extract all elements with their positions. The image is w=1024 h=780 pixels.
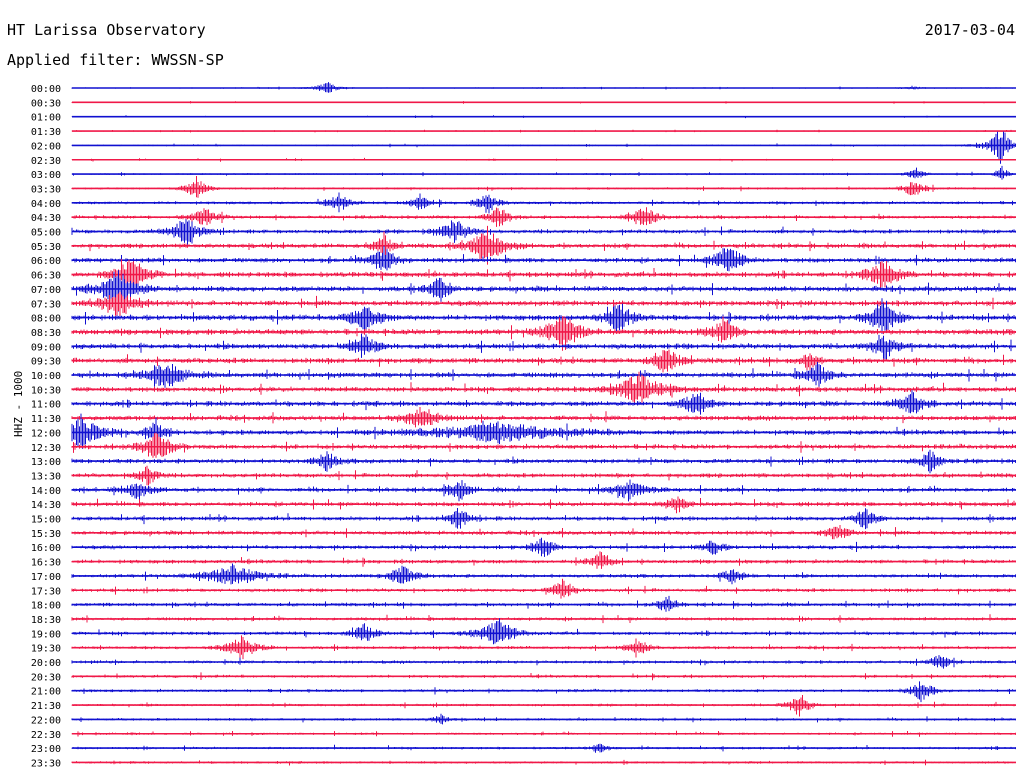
time-label: 02:30	[31, 156, 61, 167]
time-label: 00:00	[31, 84, 61, 95]
trace-row	[71, 563, 1016, 585]
time-label: 15:30	[31, 529, 61, 540]
time-label: 19:00	[31, 629, 61, 640]
time-label: 09:00	[31, 342, 61, 353]
trace-row	[71, 245, 1016, 272]
time-label: 11:30	[31, 414, 61, 425]
time-label: 01:00	[31, 113, 61, 124]
filter-line: Applied filter: WWSSN-SP	[7, 51, 224, 69]
time-label: 05:30	[31, 242, 61, 253]
time-label: 16:30	[31, 558, 61, 569]
time-label: 17:00	[31, 572, 61, 583]
time-label: 11:00	[31, 400, 61, 411]
time-label: 03:00	[31, 170, 61, 181]
time-label: 22:00	[31, 715, 61, 726]
time-label: 21:00	[31, 687, 61, 698]
time-label: 14:00	[31, 486, 61, 497]
time-label: 06:00	[31, 256, 61, 267]
time-label: 23:00	[31, 744, 61, 755]
station-title: HT Larissa Observatory	[7, 21, 206, 39]
time-label: 05:00	[31, 228, 61, 239]
time-label: 04:00	[31, 199, 61, 210]
trace-row	[71, 270, 1016, 312]
time-label: 23:30	[31, 758, 61, 769]
time-label: 12:00	[31, 428, 61, 439]
trace-row	[71, 165, 1016, 180]
trace-row	[71, 176, 1016, 198]
time-label: 08:30	[31, 328, 61, 339]
time-labels: 00:00 00:30 01:00 01:30 02:00 02:30 03:00 03:30…	[31, 84, 61, 769]
time-label: 19:30	[31, 644, 61, 655]
trace-row	[71, 681, 1016, 703]
trace-row	[71, 551, 1016, 569]
time-label: 18:30	[31, 615, 61, 626]
filter-name: WWSSN-SP	[151, 51, 224, 69]
time-label: 02:00	[31, 141, 61, 152]
time-label: 01:30	[31, 127, 61, 138]
trace-row	[71, 407, 1016, 428]
filter-label: Applied filter:	[7, 51, 143, 69]
time-label: 22:30	[31, 730, 61, 741]
time-label: 04:30	[31, 213, 61, 224]
trace-row	[71, 432, 1016, 458]
time-label: 17:30	[31, 586, 61, 597]
record-date: 2017-03-04	[924, 21, 1015, 39]
time-label: 00:30	[31, 98, 61, 109]
time-label: 03:30	[31, 184, 61, 195]
time-label: 07:00	[31, 285, 61, 296]
trace-row	[71, 371, 1016, 404]
time-label: 10:30	[31, 385, 61, 396]
time-label: 18:00	[31, 601, 61, 612]
time-label: 14:30	[31, 500, 61, 511]
time-label: 16:00	[31, 543, 61, 554]
time-label: 10:00	[31, 371, 61, 382]
time-label: 13:30	[31, 471, 61, 482]
time-label: 07:30	[31, 299, 61, 310]
time-label: 15:00	[31, 515, 61, 526]
seismic-traces	[71, 82, 1016, 766]
trace-row	[71, 413, 1016, 449]
trace-row	[71, 618, 1016, 645]
time-label: 13:00	[31, 457, 61, 468]
trace-row	[71, 390, 1016, 415]
time-label: 06:30	[31, 271, 61, 282]
time-label: 21:30	[31, 701, 61, 712]
time-label: 20:00	[31, 658, 61, 669]
time-label: 20:30	[31, 672, 61, 683]
trace-row	[71, 291, 1016, 319]
time-label: 12:30	[31, 443, 61, 454]
trace-row	[71, 578, 1016, 599]
time-label: 08:00	[31, 314, 61, 325]
time-label: 09:30	[31, 357, 61, 368]
